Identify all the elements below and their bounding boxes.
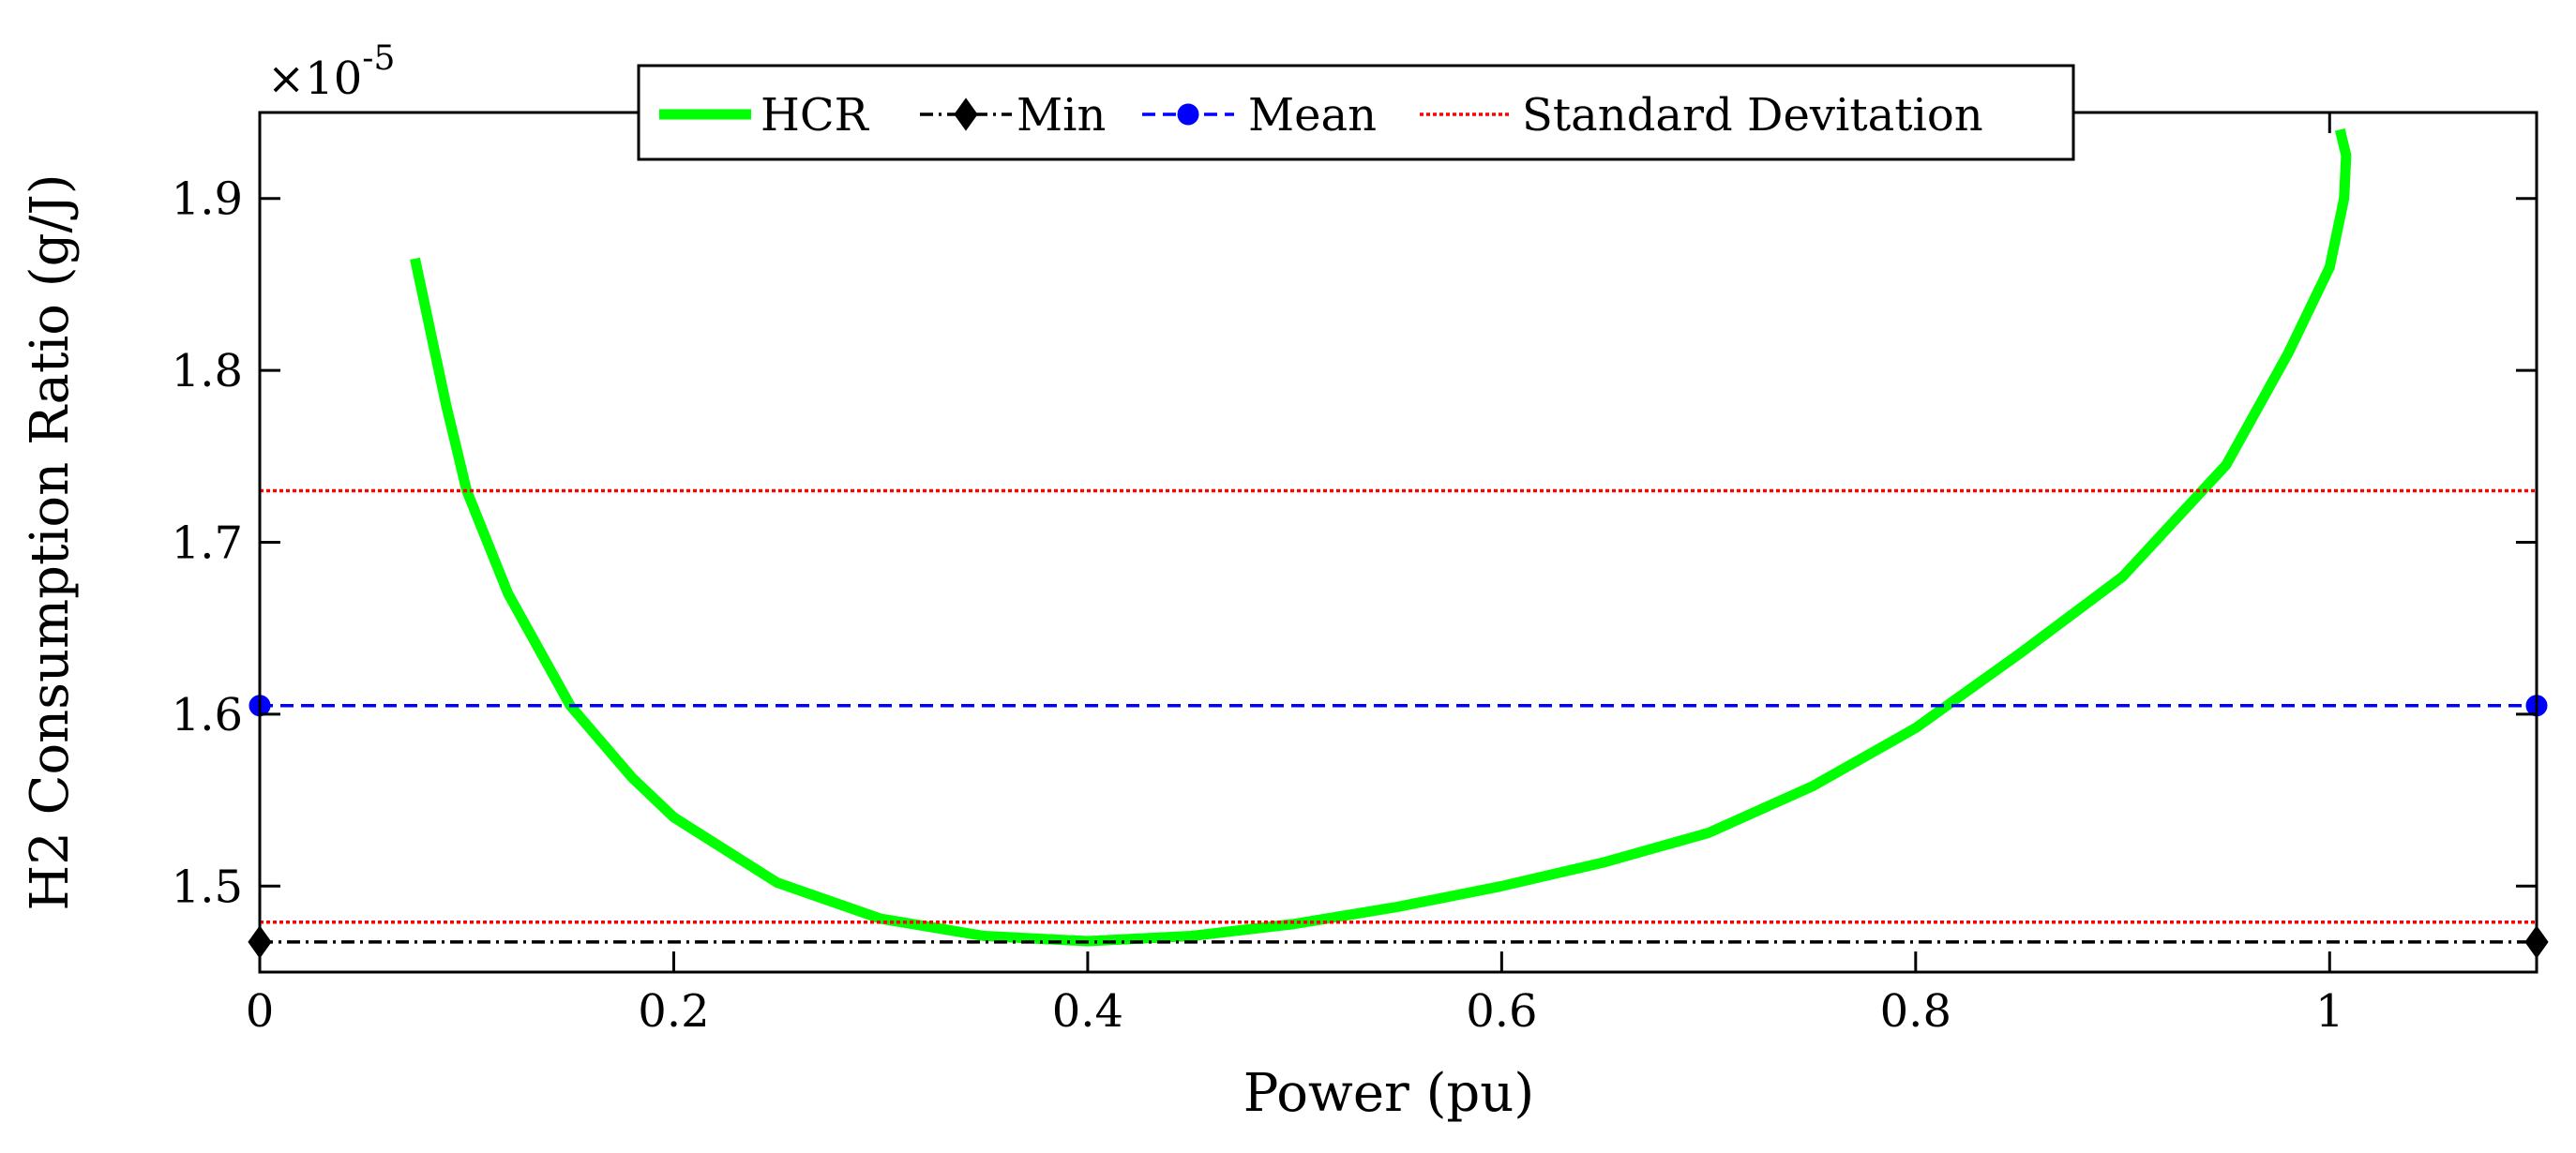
legend-box — [637, 64, 2075, 161]
x-tick-label: 0.6 — [1466, 985, 1537, 1038]
y-axis-title: H2 Consumption Ratio (g/J) — [20, 173, 81, 910]
x-tick-label: 0.2 — [638, 985, 709, 1038]
x-tick-label: 0.8 — [1880, 985, 1951, 1038]
plot-frame — [258, 111, 2538, 974]
legend-label-mean: Mean — [1248, 89, 1377, 142]
legend-label-min: Min — [1017, 89, 1106, 142]
y-tick-label: 1.8 — [172, 345, 243, 397]
series-hcr-line — [410, 128, 2352, 947]
x-tick-label: 0.4 — [1052, 985, 1123, 1038]
x-tick-label: 0 — [246, 985, 275, 1038]
legend-marker-mean — [1177, 103, 1199, 126]
y-exponent-label: ×10-5 — [267, 39, 395, 105]
legend-label-standard-devitation: Standard Devitation — [1522, 89, 1983, 142]
y-tick-label: 1.6 — [172, 689, 243, 741]
y-tick-label: 1.7 — [172, 517, 243, 570]
x-tick-label: 1 — [2315, 985, 2344, 1038]
y-tick-label: 1.9 — [172, 173, 243, 226]
legend-marker-min — [954, 97, 978, 131]
y-tick-label: 1.5 — [172, 861, 243, 913]
legend-label-hcr: HCR — [761, 89, 870, 142]
x-axis-title: Power (pu) — [1243, 1063, 1534, 1124]
